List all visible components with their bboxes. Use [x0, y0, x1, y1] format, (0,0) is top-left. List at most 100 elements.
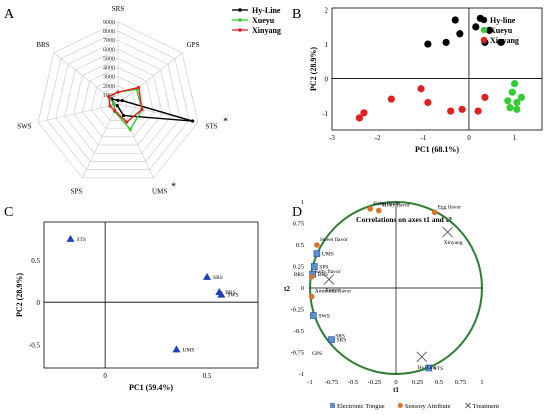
sensory-marker [314, 242, 320, 248]
scatter-point [387, 95, 395, 103]
y-axis-label: PC2 (28.9%) [15, 273, 24, 317]
scatter-point [497, 38, 505, 46]
x-tick-label: 1 [513, 134, 517, 142]
scatter-point [442, 38, 450, 46]
scatter-point [517, 93, 526, 101]
point-label: SRS [213, 275, 223, 281]
x-tick-label: 0.75 [455, 379, 466, 386]
triangle-point [203, 272, 212, 280]
scatter-point [511, 80, 519, 88]
x-tick-label: -1 [307, 379, 312, 386]
radar-ring [64, 49, 172, 154]
y-tick-label: -0.5 [294, 328, 304, 335]
x-axis-label: PC1 (59.4%) [129, 383, 173, 392]
radial-tick-label: 2000 [103, 84, 115, 90]
triangle-point [172, 345, 181, 353]
radar-axis-label: GPS [187, 41, 200, 49]
y-tick-label: 0 [301, 285, 304, 292]
scatter-point [360, 109, 368, 117]
y-axis-label: t2 [284, 285, 290, 293]
point-label: UMS [182, 347, 194, 353]
x-tick-label: -0.5 [348, 379, 358, 386]
y-tick-label: -1 [299, 371, 304, 378]
radar-point [107, 95, 111, 99]
radar-chart: SRSGPSSTS*UMS*SPSSWSBRS01000200030004000… [17, 5, 281, 195]
tongue-label: SPS [319, 265, 328, 271]
legend-label: Hy-line [490, 16, 516, 25]
radar-axis-label: SPS [71, 187, 83, 195]
tongue-label: UMS [322, 252, 334, 258]
sensory-label: Egg flavor [438, 203, 462, 210]
radar-ring [46, 30, 190, 170]
x-tick-label: 0 [467, 134, 471, 142]
point-label: BRS [225, 290, 235, 296]
legend-marker [238, 28, 242, 32]
radar-point [128, 127, 132, 132]
scatter-point [424, 98, 432, 107]
panel-label-a: A [4, 7, 15, 22]
tongue-tick-label: GPS [312, 351, 322, 357]
radial-tick-label: 7000 [103, 38, 115, 44]
scatter-point [458, 105, 466, 113]
significance-marker: * [223, 116, 228, 127]
x-tick-label: 0.5 [203, 372, 212, 380]
legend-label: Xinyang [252, 26, 281, 35]
radar-axis-label: UMS [152, 187, 167, 195]
scatter-point [456, 30, 464, 38]
legend-marker [238, 8, 242, 12]
x-tick-label: -2 [375, 134, 381, 142]
tongue-marker [310, 312, 317, 319]
radar-axis-label: SWS [17, 122, 32, 130]
scatter-point [451, 16, 459, 24]
legend-marker [480, 36, 488, 44]
y-tick-label: 0.25 [293, 264, 304, 271]
x-tick-label: 0.25 [412, 379, 423, 386]
legend-marker [238, 18, 242, 22]
chart-title: Correlations on axes t1 and t2 [356, 215, 452, 224]
point-label: STS [76, 237, 85, 243]
pca-scatter-c: 0 0.5 -0.5 0 0.5 PC1 (59.4%) PC2 (28.9%) STS SRS… [15, 221, 259, 392]
radial-tick-label: 9000 [103, 20, 115, 26]
scatter-point [417, 85, 425, 93]
treatment-marker [323, 274, 335, 285]
y-tick-label: 1 [301, 199, 304, 206]
scatter-point [447, 107, 455, 115]
radar-series-line [107, 88, 143, 131]
legend-label: Treatment [473, 403, 500, 410]
scatter-point [474, 107, 482, 115]
radar-spoke [82, 103, 119, 179]
legend-label: Hy-Line [252, 6, 281, 15]
scatter-point [472, 23, 480, 31]
x-tick-label: -0.25 [368, 379, 382, 386]
radar-point [137, 85, 141, 90]
legend-label: Xinyang [490, 36, 519, 45]
point-label: SWS [227, 293, 238, 299]
tongue-marker [425, 364, 432, 372]
y-tick-label: 2 [325, 7, 329, 15]
y-tick-label: 0.5 [296, 242, 304, 249]
x-tick-label: 0 [103, 372, 107, 380]
x-axis-label: PC1 (68.1%) [415, 145, 459, 154]
sensory-marker [367, 206, 374, 212]
panel-label-b: B [292, 7, 301, 22]
scatter-point [424, 40, 432, 48]
radial-tick-label: 5000 [103, 56, 115, 62]
panel-label-c: C [4, 205, 13, 220]
pca-scatter-b: -3 -2 -1 0 1 -1 0 1 2 PC1 (68.1%) PC2 (28.9%) Hy-li… [309, 7, 543, 154]
triangle-point [66, 234, 75, 242]
scatter-point [504, 97, 512, 105]
radar-point [121, 113, 126, 118]
tongue-marker [310, 263, 318, 270]
tongue-label: STS [434, 366, 443, 372]
radar-point [120, 98, 124, 103]
scatter-point [506, 104, 514, 112]
tongue-tick-label: BRS [294, 272, 304, 278]
radar-ring [82, 67, 154, 138]
x-tick-label: -0.75 [325, 379, 339, 386]
scatter-point [485, 26, 494, 34]
radar-ring [55, 39, 181, 162]
treatment-marker [416, 351, 428, 363]
y-tick-label: 1 [325, 41, 329, 49]
scatter-point [508, 88, 516, 96]
